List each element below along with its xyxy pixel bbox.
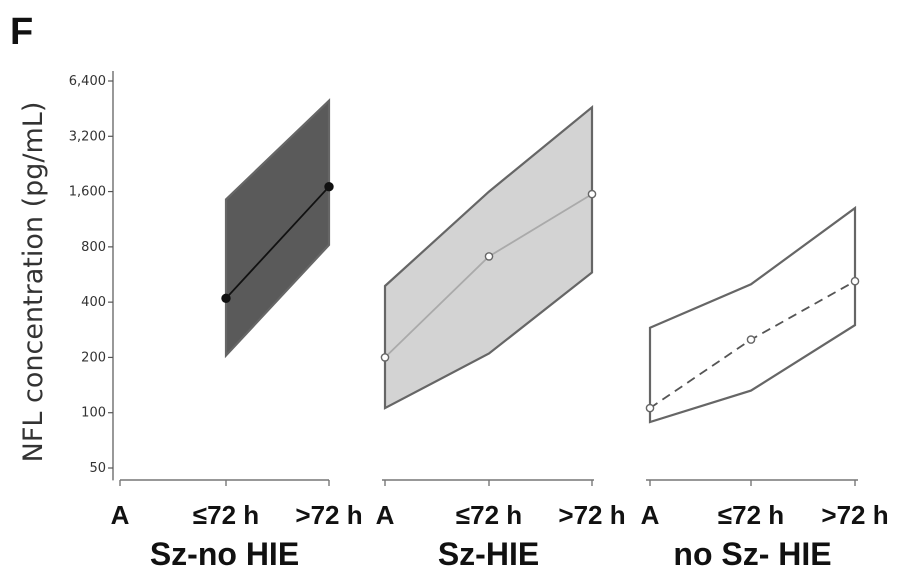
group-label: Sz-no HIE [150,536,299,572]
x-tick-label: >72 h [295,500,362,530]
range-band [224,98,331,359]
median-point [587,189,597,199]
x-tick-label: ≤72 h [193,500,259,530]
median-point [746,335,756,344]
y-tick-label: 3,200 [69,129,106,144]
x-tick-label: A [111,500,130,530]
panel-3: A ≤72 h >72 h no Sz- HIE [641,205,889,572]
x-tick-label: >72 h [558,500,625,530]
y-tick-label: 400 [81,295,106,310]
y-tick-label: 1,600 [69,185,106,200]
x-tick-label: ≤72 h [456,500,522,530]
y-tick-label: 200 [81,350,106,365]
x-tick-label: >72 h [821,500,888,530]
panels: A ≤72 h >72 h Sz-no HIE A ≤72 h >72 h Sz-HIE A ≤7… [111,98,889,572]
y-tick-label: 100 [81,406,106,421]
median-point [645,403,655,413]
y-axis-label: NFL concentration (pg/mL) [18,102,49,463]
y-tick-label: 50 [89,461,106,476]
median-point [850,276,860,286]
median-point [380,353,390,362]
x-tick-label: ≤72 h [718,500,784,530]
median-line [225,186,330,299]
y-tick-label: 800 [81,240,106,255]
median-point [324,181,334,192]
y-tick-label: 6,400 [69,74,106,89]
x-tick-label: A [376,500,395,530]
x-tick-label: A [641,500,660,530]
panel-2: A ≤72 h >72 h Sz-HIE [376,104,626,572]
panel-1: A ≤72 h >72 h Sz-no HIE [111,98,363,572]
median-point [221,293,231,303]
group-label: no Sz- HIE [673,536,831,572]
range-band [648,205,857,424]
group-label: Sz-HIE [438,536,539,572]
median-point [484,252,494,261]
panel-letter: F [10,11,33,53]
y-axis: 50 100 200 400 800 1,600 3,200 6,400 [69,71,114,481]
